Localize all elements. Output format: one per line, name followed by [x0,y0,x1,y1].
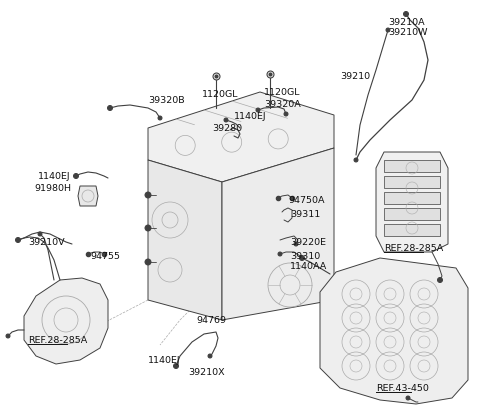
Text: 39320A: 39320A [264,100,301,109]
Circle shape [354,158,358,162]
Circle shape [300,256,304,261]
Circle shape [294,242,298,246]
Polygon shape [24,278,108,364]
Text: 39320B: 39320B [148,96,185,105]
Bar [384,208,440,220]
Text: 39210X: 39210X [188,368,225,377]
Text: 39210: 39210 [340,72,370,81]
Text: REF.28-285A: REF.28-285A [28,336,87,345]
Text: REF.28-285A: REF.28-285A [384,244,443,253]
Polygon shape [148,160,222,320]
Text: 1120GL: 1120GL [202,90,239,99]
Text: 94769: 94769 [196,316,226,325]
Circle shape [208,354,212,358]
Text: REF.43-450: REF.43-450 [376,384,429,393]
Text: 94755: 94755 [90,252,120,261]
Circle shape [278,252,282,256]
Bar [384,176,440,188]
Circle shape [173,363,179,368]
Circle shape [15,237,21,242]
Text: 39210A: 39210A [388,18,425,27]
Circle shape [6,334,10,338]
Circle shape [38,232,42,236]
Circle shape [437,278,443,282]
Polygon shape [222,148,334,320]
Polygon shape [320,258,468,404]
Text: 1140EJ: 1140EJ [234,112,266,121]
Text: 1140AA: 1140AA [290,262,327,271]
Text: 1140EJ: 1140EJ [148,356,180,365]
Text: 39310: 39310 [290,252,320,261]
Bar [384,160,440,172]
Circle shape [404,12,408,17]
Text: 1140EJ: 1140EJ [38,172,71,181]
Text: 39311: 39311 [290,210,320,219]
Text: 39210W: 39210W [388,28,428,37]
Circle shape [145,259,151,265]
Text: 39210V: 39210V [28,238,65,247]
Circle shape [158,116,162,120]
Text: 39280: 39280 [212,124,242,133]
Circle shape [386,28,390,32]
Text: 91980H: 91980H [34,184,71,193]
Circle shape [284,112,288,116]
Circle shape [256,108,260,112]
Text: 1120GL: 1120GL [264,88,300,97]
Polygon shape [78,186,98,206]
Bar [384,224,440,236]
Bar [384,192,440,204]
Circle shape [145,225,151,231]
Circle shape [224,118,228,122]
Text: 39220E: 39220E [290,238,326,247]
Circle shape [108,105,112,111]
Polygon shape [148,92,334,182]
Circle shape [145,192,151,198]
Polygon shape [376,152,448,252]
Circle shape [73,173,79,178]
Circle shape [406,396,410,400]
Text: 94750A: 94750A [288,196,324,205]
